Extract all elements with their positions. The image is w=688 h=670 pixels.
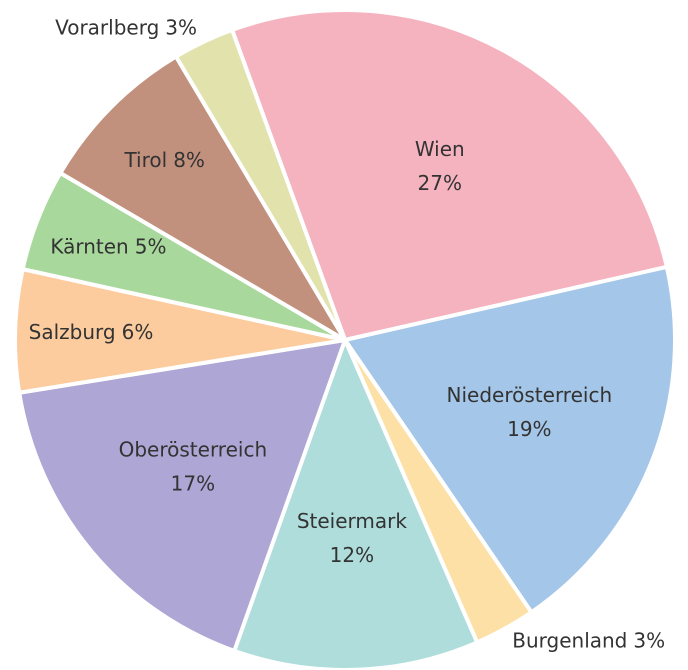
slice-label: Kärnten 5% [50, 234, 166, 258]
slice-label: Salzburg 6% [29, 319, 154, 343]
category-name: Oberösterreich [119, 437, 268, 461]
slice-label: Tirol 8% [123, 147, 204, 171]
category-name: Wien [415, 137, 465, 161]
slice-label: Niederösterreich 19% [447, 383, 613, 441]
category-name: Burgenland [512, 628, 627, 652]
value-label: 8% [173, 147, 205, 171]
category-name: Salzburg [29, 319, 116, 343]
pie-slice [57, 53, 347, 342]
pie-slice [229, 8, 670, 343]
value-label: 12% [330, 542, 374, 566]
value-label: 3% [165, 15, 197, 39]
category-name: Niederösterreich [447, 383, 613, 407]
value-label: 5% [135, 234, 167, 258]
category-name: Vorarlberg [55, 15, 159, 39]
value-label: 6% [122, 319, 154, 343]
value-label: 3% [633, 628, 665, 652]
value-label: 27% [418, 171, 462, 195]
slice-label: Wien 27% [415, 137, 465, 195]
category-name: Kärnten [50, 234, 128, 258]
category-name: Tirol [123, 147, 167, 171]
value-label: 17% [171, 471, 215, 495]
category-name: Steiermark [297, 508, 408, 532]
slice-label: Burgenland 3% [512, 628, 665, 652]
pie-slice [173, 27, 347, 342]
slice-label: Vorarlberg 3% [55, 15, 197, 39]
slice-label: Oberösterreich 17% [119, 437, 268, 495]
pie-slice [13, 266, 346, 396]
value-label: 19% [507, 417, 551, 441]
slice-label: Steiermark 12% [297, 508, 408, 566]
pie-slice [16, 337, 349, 654]
pie-slice [341, 264, 677, 616]
